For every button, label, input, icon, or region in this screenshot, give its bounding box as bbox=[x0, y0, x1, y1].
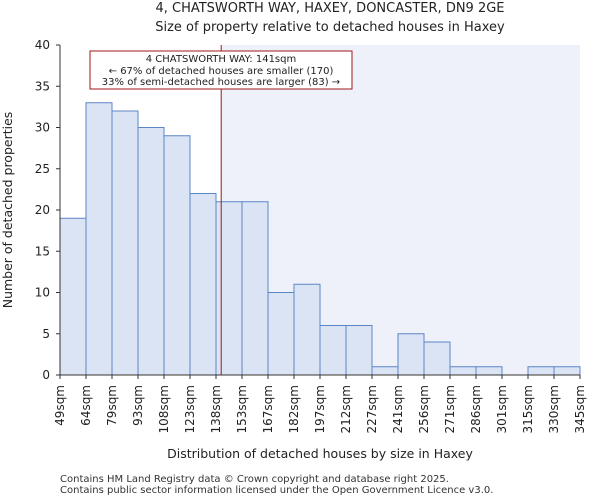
annotation-line2: ← 67% of detached houses are smaller (17… bbox=[109, 66, 334, 77]
y-tick-label: 0 bbox=[42, 368, 50, 382]
x-tick-label: 301sqm bbox=[495, 385, 509, 433]
bar bbox=[267, 292, 295, 376]
x-tick-label: 64sqm bbox=[79, 385, 93, 426]
x-tick-label: 93sqm bbox=[131, 385, 145, 426]
chart-title-line2: Size of property relative to detached ho… bbox=[155, 20, 505, 35]
bar bbox=[241, 201, 269, 376]
bar bbox=[59, 217, 87, 376]
bar bbox=[85, 102, 113, 376]
x-tick-label: 182sqm bbox=[287, 385, 301, 433]
bar bbox=[189, 193, 217, 376]
x-tick-label: 138sqm bbox=[209, 385, 223, 433]
y-tick-label: 15 bbox=[35, 244, 50, 258]
bar bbox=[553, 366, 581, 376]
y-tick-label: 20 bbox=[35, 203, 50, 217]
chart-title-line1: 4, CHATSWORTH WAY, HAXEY, DONCASTER, DN9… bbox=[155, 1, 504, 16]
bar bbox=[163, 135, 191, 376]
y-tick-label: 5 bbox=[42, 327, 50, 341]
x-tick-label: 108sqm bbox=[157, 385, 171, 433]
x-axis-label: Distribution of detached houses by size … bbox=[167, 446, 473, 461]
bar bbox=[475, 366, 503, 376]
x-tick-label: 79sqm bbox=[105, 385, 119, 426]
footer-line2: Contains public sector information licen… bbox=[60, 485, 494, 496]
bar bbox=[527, 366, 555, 376]
x-ticks: 49sqm 64sqm 79sqm 93sqm 108sqm 123sqm 138sqm 15… bbox=[53, 375, 587, 433]
bar bbox=[111, 110, 139, 376]
bar bbox=[137, 127, 165, 376]
x-tick-label: 49sqm bbox=[53, 385, 67, 426]
bar bbox=[423, 341, 451, 376]
x-tick-label: 167sqm bbox=[261, 385, 275, 433]
y-axis-label: Number of detached properties bbox=[0, 112, 15, 309]
bar bbox=[293, 283, 321, 376]
x-tick-label: 271sqm bbox=[443, 385, 457, 433]
y-tick-label: 10 bbox=[35, 286, 50, 300]
x-tick-label: 197sqm bbox=[313, 385, 327, 433]
bar bbox=[345, 325, 373, 376]
y-tick-label: 40 bbox=[35, 38, 50, 52]
bar bbox=[371, 366, 399, 376]
annotation-line1: 4 CHATSWORTH WAY: 141sqm bbox=[146, 54, 296, 65]
y-tick-label: 25 bbox=[35, 162, 50, 176]
x-tick-label: 123sqm bbox=[183, 385, 197, 433]
bar bbox=[449, 366, 477, 376]
annotation-box bbox=[89, 50, 353, 90]
x-tick-label: 241sqm bbox=[391, 385, 405, 433]
x-tick-label: 153sqm bbox=[235, 385, 249, 433]
y-tick-label: 30 bbox=[35, 121, 50, 135]
bar bbox=[397, 333, 425, 376]
x-tick-label: 286sqm bbox=[469, 385, 483, 433]
x-tick-label: 256sqm bbox=[417, 385, 431, 433]
y-tick-label: 35 bbox=[35, 79, 50, 93]
y-ticks: 0 5 10 15 20 25 30 35 40 bbox=[35, 38, 60, 382]
annotation-line3: 33% of semi-detached houses are larger (… bbox=[102, 77, 340, 88]
bars-layer bbox=[59, 102, 581, 376]
footer-line1: Contains HM Land Registry data © Crown c… bbox=[60, 474, 449, 485]
x-tick-label: 227sqm bbox=[365, 385, 379, 433]
x-tick-label: 315sqm bbox=[521, 385, 535, 433]
x-tick-label: 345sqm bbox=[573, 385, 587, 433]
x-tick-label: 212sqm bbox=[339, 385, 353, 433]
bar bbox=[319, 325, 347, 376]
bar bbox=[215, 201, 243, 376]
x-tick-label: 330sqm bbox=[547, 385, 561, 433]
